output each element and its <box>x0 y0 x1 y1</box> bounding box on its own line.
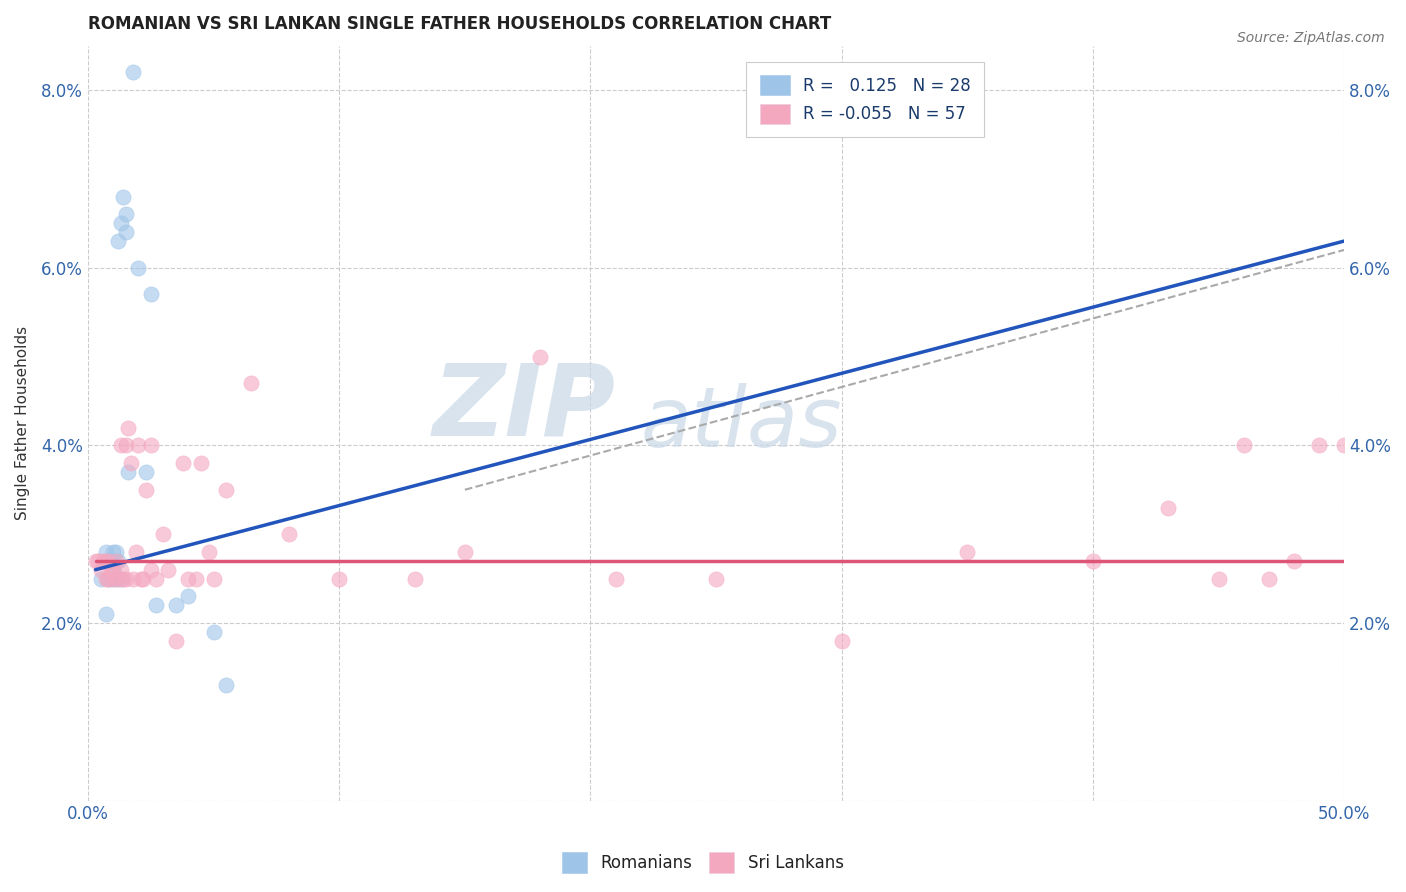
Point <box>215 678 238 692</box>
Point <box>100 554 122 568</box>
Point <box>114 572 136 586</box>
Point <box>101 545 124 559</box>
Point <box>110 572 132 586</box>
Point <box>104 572 127 586</box>
Point <box>704 572 727 586</box>
Point <box>1157 500 1180 515</box>
Point <box>177 590 200 604</box>
Point <box>129 572 152 586</box>
Legend: R =   0.125   N = 28, R = -0.055   N = 57: R = 0.125 N = 28, R = -0.055 N = 57 <box>747 62 984 137</box>
Point <box>404 572 426 586</box>
Point <box>202 624 225 639</box>
Point <box>1308 438 1330 452</box>
Point <box>1208 572 1230 586</box>
Point <box>177 572 200 586</box>
Point <box>94 572 117 586</box>
Point <box>97 554 120 568</box>
Point <box>135 465 157 479</box>
Y-axis label: Single Father Households: Single Father Households <box>15 326 30 520</box>
Point <box>117 465 139 479</box>
Point <box>157 563 180 577</box>
Point <box>104 554 127 568</box>
Point <box>1233 438 1256 452</box>
Point <box>114 438 136 452</box>
Text: ZIP: ZIP <box>433 359 616 457</box>
Point <box>107 554 129 568</box>
Point <box>145 572 167 586</box>
Point <box>90 572 112 586</box>
Point <box>152 527 174 541</box>
Point <box>328 572 350 586</box>
Text: Source: ZipAtlas.com: Source: ZipAtlas.com <box>1237 31 1385 45</box>
Point <box>127 438 149 452</box>
Point <box>1282 554 1305 568</box>
Point <box>165 598 187 612</box>
Point <box>139 438 162 452</box>
Point <box>120 456 142 470</box>
Text: atlas: atlas <box>641 383 842 464</box>
Point <box>100 572 122 586</box>
Point <box>117 420 139 434</box>
Point <box>529 350 551 364</box>
Point <box>215 483 238 497</box>
Point <box>190 456 212 470</box>
Point <box>114 207 136 221</box>
Point <box>97 554 120 568</box>
Point <box>135 483 157 497</box>
Point <box>454 545 477 559</box>
Text: ROMANIAN VS SRI LANKAN SINGLE FATHER HOUSEHOLDS CORRELATION CHART: ROMANIAN VS SRI LANKAN SINGLE FATHER HOU… <box>89 15 831 33</box>
Point <box>91 554 114 568</box>
Point <box>90 563 112 577</box>
Point <box>114 225 136 239</box>
Point <box>139 563 162 577</box>
Point <box>101 563 124 577</box>
Point <box>87 554 110 568</box>
Point <box>94 554 117 568</box>
Point <box>172 456 194 470</box>
Point <box>127 260 149 275</box>
Point <box>110 438 132 452</box>
Point <box>112 189 135 203</box>
Point <box>125 545 148 559</box>
Point <box>139 287 162 301</box>
Point <box>101 572 124 586</box>
Point <box>97 572 120 586</box>
Point <box>110 216 132 230</box>
Legend: Romanians, Sri Lankans: Romanians, Sri Lankans <box>555 846 851 880</box>
Point <box>107 572 129 586</box>
Point <box>97 572 120 586</box>
Point <box>104 545 127 559</box>
Point <box>1333 438 1355 452</box>
Point <box>184 572 207 586</box>
Point <box>278 527 301 541</box>
Point <box>202 572 225 586</box>
Point <box>956 545 979 559</box>
Point <box>122 65 145 79</box>
Point <box>132 572 155 586</box>
Point <box>145 598 167 612</box>
Point <box>94 607 117 621</box>
Point <box>110 563 132 577</box>
Point <box>100 563 122 577</box>
Point <box>1257 572 1279 586</box>
Point <box>107 234 129 248</box>
Point <box>240 376 263 391</box>
Point <box>122 572 145 586</box>
Point <box>197 545 219 559</box>
Point <box>112 572 135 586</box>
Point <box>165 633 187 648</box>
Point <box>84 554 107 568</box>
Point <box>831 633 853 648</box>
Point <box>605 572 627 586</box>
Point <box>94 545 117 559</box>
Point <box>1081 554 1104 568</box>
Point <box>101 563 124 577</box>
